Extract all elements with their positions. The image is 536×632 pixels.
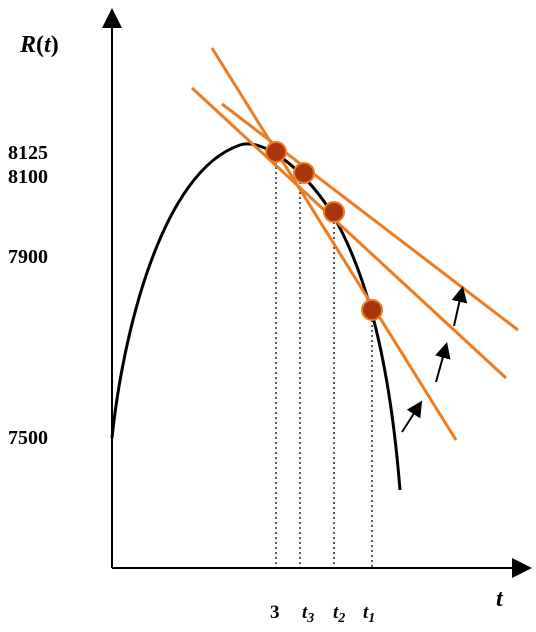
y-tick-7500: 7500 — [8, 427, 48, 449]
arrow-up-right-icon — [401, 400, 423, 433]
point-t2 — [323, 201, 345, 223]
tangent-line-3 — [221, 102, 519, 332]
x-tick-t3: t3 — [302, 602, 314, 626]
tangent-line-1 — [210, 47, 458, 441]
y-tick-8125: 8125 — [8, 142, 48, 164]
point-t3 — [293, 162, 315, 184]
x-tick-t1: t1 — [363, 602, 375, 626]
y-axis-title: R(t) — [19, 32, 59, 58]
arrow-up-right-icon — [451, 286, 468, 327]
x-tick-3: 3 — [270, 602, 280, 623]
y-tick-8100: 8100 — [8, 166, 48, 188]
tangent-line-2 — [190, 86, 508, 380]
arrow-up-right-icon — [435, 342, 451, 383]
y-tick-7900: 7900 — [8, 246, 48, 268]
revenue-curve — [110, 142, 402, 491]
point-t1 — [361, 299, 383, 321]
point-peak — [265, 141, 287, 163]
x-tick-t2: t2 — [333, 602, 345, 626]
x-axis-title: t — [496, 586, 504, 612]
